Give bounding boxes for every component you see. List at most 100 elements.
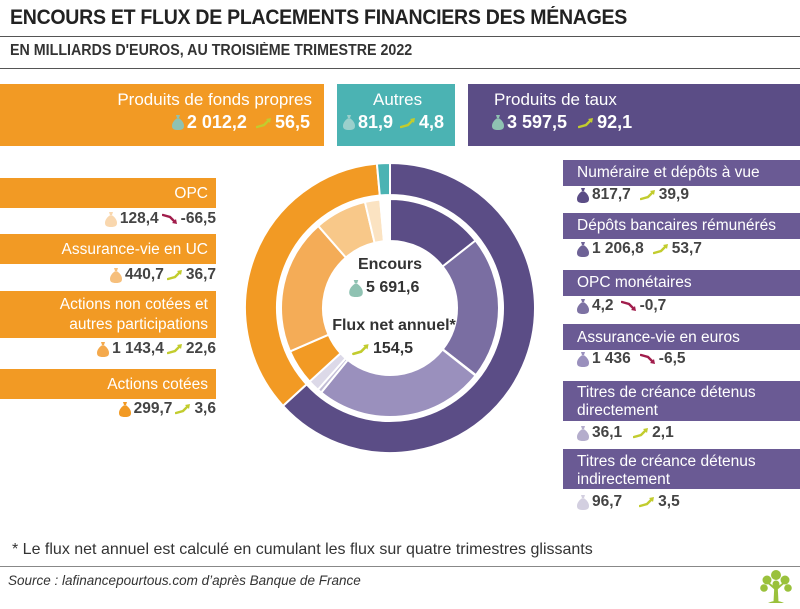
- right-item-assurance-euros: Assurance-vie en euros: [563, 324, 800, 350]
- right-item-flow: -0,7: [639, 297, 667, 314]
- trend-up-icon: [167, 343, 183, 355]
- right-item-depots: Dépôts bancaires rémunérés: [563, 213, 800, 239]
- right-item-flow: 2,1: [652, 424, 674, 441]
- footnote: * Le flux net annuel est calculé en cumu…: [12, 541, 593, 558]
- page-subtitle: EN MILLIARDS D'EUROS, AU TROISIÈME TRIME…: [10, 42, 413, 59]
- header-equity-stock: 2 012,2: [186, 112, 247, 132]
- right-item-opc-monetaires-values: 4,2 -0,7: [577, 297, 666, 315]
- center-flux-label: Flux net annuel*: [332, 317, 456, 334]
- right-item-stock: 817,7: [592, 186, 631, 203]
- money-bag-icon: [349, 280, 363, 297]
- header-equity-flow: 56,5: [274, 112, 310, 132]
- right-item-titres-indirects: Titres de créance détenus indirectement: [563, 449, 800, 489]
- right-item-label: Titres de créance détenus: [577, 384, 756, 401]
- right-item-stock: 36,1: [592, 424, 623, 441]
- trend-up-icon: [639, 496, 655, 508]
- right-item-stock: 96,7: [592, 493, 623, 510]
- left-item-label: Actions non cotées et: [59, 296, 208, 313]
- outer-slice-produits-de-taux: [281, 161, 535, 454]
- right-item-flow: 39,9: [658, 186, 689, 203]
- tree-logo-icon: [760, 570, 792, 603]
- right-item-label: OPC monétaires: [577, 274, 692, 291]
- money-bag-icon: [110, 268, 122, 283]
- right-item-numeraire-values: 817,7 39,9: [577, 186, 689, 204]
- right-item-assurance-euros-values: 1 436 -6,5: [577, 350, 686, 368]
- right-item-stock: 4,2: [592, 297, 614, 314]
- money-bag-icon: [577, 242, 589, 257]
- right-item-label-2: indirectement: [577, 471, 671, 488]
- trend-down-icon: [162, 213, 178, 225]
- header-rates-label: Produits de taux: [494, 90, 617, 109]
- left-item-label-2: autres participations: [69, 316, 208, 333]
- left-item-stock: 299,7: [133, 400, 173, 417]
- money-bag-icon: [577, 352, 589, 367]
- right-item-stock: 1 436: [592, 350, 631, 367]
- header-rates-values: 3 597,5 92,1: [492, 112, 632, 133]
- right-item-depots-values: 1 206,8 53,7: [577, 240, 702, 258]
- trend-down-icon: [621, 300, 637, 312]
- trend-up-icon: [167, 269, 183, 281]
- trend-up-icon: [175, 403, 191, 415]
- header-other-flow: 4,8: [419, 112, 445, 132]
- header-rates-flow: 92,1: [597, 112, 633, 132]
- left-item-flow: 3,6: [194, 400, 216, 417]
- money-bag-icon: [343, 115, 355, 130]
- left-item-actions-cotees: Actions cotées: [0, 369, 216, 399]
- money-bag-icon: [577, 188, 589, 203]
- trend-down-icon: [640, 353, 656, 365]
- header-other-stock: 81,9: [358, 112, 394, 132]
- right-item-titres-directs: Titres de créance détenus directement: [563, 381, 800, 421]
- left-item-label: Assurance-vie en UC: [61, 241, 208, 258]
- header-equity: Produits de fonds propres 2 012,2 56,5: [0, 84, 324, 146]
- header-rates: Produits de taux 3 597,5 92,1: [468, 84, 800, 146]
- double-donut-chart: [245, 161, 535, 454]
- money-bag-icon: [577, 426, 589, 441]
- left-item-actions-non-cotees: Actions non cotées et autres participati…: [0, 291, 216, 338]
- center-encours-number: 5 691,6: [366, 279, 420, 296]
- center-flux-value: 154,5: [352, 340, 413, 358]
- right-item-titres-directs-values: 36,1 2,1: [577, 424, 674, 442]
- source-note: Source : lafinancepourtous.com d’après B…: [8, 573, 361, 588]
- left-item-stock: 440,7: [125, 266, 164, 283]
- left-item-opc: OPC: [0, 178, 216, 208]
- inner-slice-autres: [379, 197, 391, 243]
- trend-up-icon: [640, 189, 656, 201]
- center-encours-label: Encours: [357, 256, 422, 273]
- trend-up-icon: [578, 117, 594, 129]
- right-item-flow: -6,5: [658, 350, 686, 367]
- left-item-actions-cotees-values: 299,7 3,6: [119, 400, 216, 418]
- left-item-label: OPC: [174, 185, 208, 202]
- money-bag-icon: [172, 115, 184, 130]
- right-item-label: Dépôts bancaires rémunérés: [577, 217, 777, 234]
- right-item-stock: 1 206,8: [592, 240, 644, 257]
- left-item-flow: 36,7: [185, 266, 216, 283]
- header-equity-label: Produits de fonds propres: [117, 90, 312, 109]
- money-bag-icon: [577, 299, 589, 314]
- header-other-label: Autres: [373, 90, 423, 109]
- right-item-flow: 3,5: [658, 493, 680, 510]
- left-item-flow: 22,6: [185, 340, 216, 357]
- header-other-values: 81,9 4,8: [343, 112, 444, 133]
- center-encours-value: 5 691,6: [349, 279, 419, 297]
- header-equity-values: 2 012,2 56,5: [172, 112, 310, 133]
- right-item-opc-monetaires: OPC monétaires: [563, 270, 800, 296]
- left-item-actions-non-cotees-values: 1 143,4 22,6: [97, 340, 216, 358]
- trend-up-icon: [653, 243, 669, 255]
- header-rates-stock: 3 597,5: [507, 112, 568, 132]
- page-title: ENCOURS ET FLUX DE PLACEMENTS FINANCIERS…: [10, 6, 628, 29]
- left-item-assurance-uc: Assurance-vie en UC: [0, 234, 216, 264]
- trend-up-icon: [400, 117, 416, 129]
- subtitle-divider: [0, 68, 800, 69]
- left-item-flow: -66,5: [180, 210, 216, 227]
- footer-divider: [0, 566, 800, 567]
- right-item-label: Titres de créance détenus: [577, 453, 756, 470]
- money-bag-icon: [119, 402, 131, 417]
- title-divider: [0, 36, 800, 37]
- right-item-titres-indirects-values: 96,7 3,5: [577, 493, 680, 511]
- right-item-flow: 53,7: [671, 240, 702, 257]
- left-item-stock: 1 143,4: [112, 340, 164, 357]
- trend-up-icon: [256, 117, 272, 129]
- money-bag-icon: [105, 212, 117, 227]
- outer-slice-autres: [375, 161, 391, 197]
- right-item-numeraire: Numéraire et dépôts à vue: [563, 160, 800, 186]
